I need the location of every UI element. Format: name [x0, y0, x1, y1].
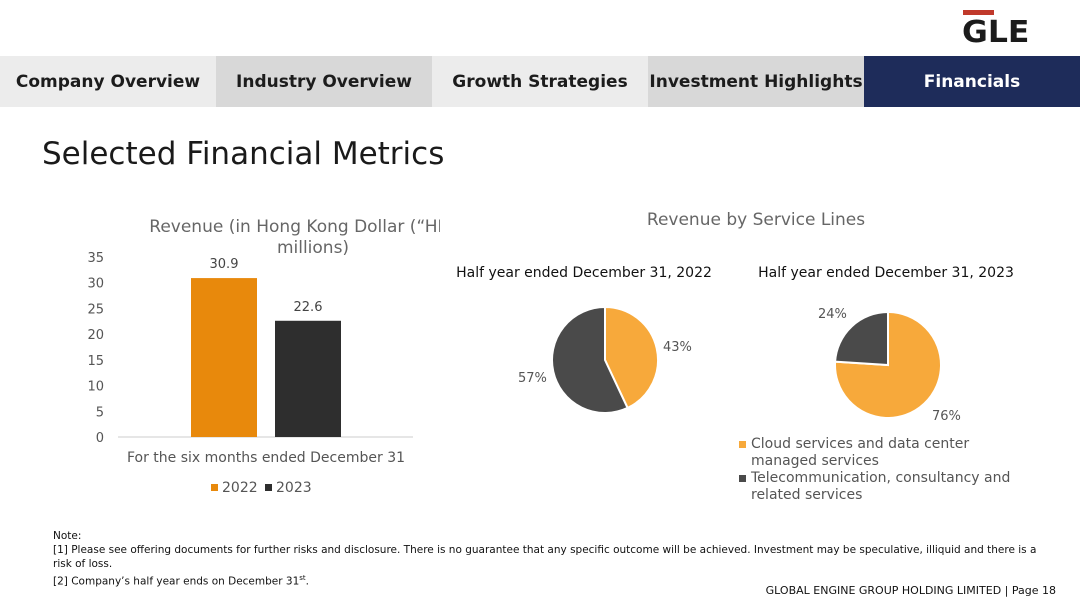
tab-investment-highlights[interactable]: Investment Highlights [648, 56, 864, 107]
pie-2023-title: Half year ended December 31, 2023 [758, 265, 1014, 281]
y-tick-label: 20 [87, 328, 104, 343]
pie-legend-label-cloud-line-2: managed services [751, 453, 879, 469]
y-tick-label: 15 [87, 354, 104, 369]
pie-2022-label-telecom: 57% [518, 371, 547, 386]
bar-2023 [275, 320, 341, 437]
pie-legend-label-telecom-line-1: Telecommunication, consultancy and [751, 470, 1011, 486]
footnote-line-2-text: [2] Company’s half year ends on December… [53, 575, 300, 588]
tab-company-overview[interactable]: Company Overview [0, 56, 216, 107]
footnote-superscript: st [299, 574, 306, 582]
y-tick-label: 0 [96, 431, 104, 446]
bar-chart-title-line-2: millions) [277, 238, 349, 258]
bar-value-label-2023: 22.6 [294, 300, 323, 315]
y-tick-label: 30 [87, 277, 104, 292]
pie-legend-item-telecom: Telecommunication, consultancy and relat… [737, 470, 1037, 504]
pie-legend-label-cloud-line-1: Cloud services and data center [751, 436, 970, 452]
page-footer: GLOBAL ENGINE GROUP HOLDING LIMITED | Pa… [765, 584, 1056, 597]
tab-industry-overview[interactable]: Industry Overview [216, 56, 432, 107]
y-tick-label: 25 [87, 302, 104, 317]
bar-chart-title-line-1: Revenue (in Hong Kong Dollar (“HKD”) [149, 217, 440, 237]
footnote: Note: [1] Please see offering documents … [53, 529, 1043, 589]
pie-2023-label-telecom: 24% [818, 307, 847, 322]
y-tick-label: 35 [87, 251, 104, 266]
bar-2022 [191, 278, 257, 437]
bar-value-label-2022: 30.9 [210, 257, 239, 272]
footnote-line-2: [2] Company’s half year ends on December… [53, 571, 1043, 589]
pie-legend-label-telecom-line-2: related services [751, 487, 863, 503]
company-logo: GLE [962, 10, 1042, 50]
logo-accent-bar [963, 10, 994, 15]
pie-legend-swatch-cloud [739, 441, 746, 448]
pie-2022-slice-1 [551, 305, 629, 414]
footnote-line-1: [1] Please see offering documents for fu… [53, 544, 1037, 570]
pie-legend: Cloud services and data center managed s… [737, 436, 1037, 504]
pie-legend-item-cloud: Cloud services and data center managed s… [737, 436, 1037, 470]
footnote-heading: Note: [53, 530, 82, 542]
pie-2022-label-cloud: 43% [663, 340, 692, 355]
legend-swatch-2023 [265, 484, 272, 491]
pie-2022-title: Half year ended December 31, 2022 [456, 265, 712, 281]
revenue-bar-chart: Revenue (in Hong Kong Dollar (“HKD”) mil… [87, 217, 440, 496]
section-nav: Company Overview Industry Overview Growt… [0, 56, 1080, 107]
tab-growth-strategies[interactable]: Growth Strategies [432, 56, 648, 107]
footnote-line-2-suffix: . [305, 575, 310, 588]
legend-label-2023: 2023 [276, 480, 312, 496]
pie-2023-label-cloud: 76% [932, 409, 961, 424]
pie-legend-swatch-telecom [739, 475, 746, 482]
y-tick-label: 5 [96, 405, 104, 420]
legend-swatch-2022 [211, 484, 218, 491]
pie-2022-slice-0 [604, 305, 659, 410]
tab-financials[interactable]: Financials [864, 56, 1080, 107]
x-axis-label: For the six months ended December 31 [127, 450, 405, 466]
legend-label-2022: 2022 [222, 480, 258, 496]
pie-group-title: Revenue by Service Lines [647, 210, 865, 230]
service-lines-pie-charts: Revenue by Service Lines Half year ended… [456, 210, 1014, 424]
page-title: Selected Financial Metrics [42, 136, 445, 172]
y-tick-label: 10 [87, 380, 104, 395]
pie-2023-slice-1 [834, 310, 889, 367]
logo-text: GLE [962, 15, 1030, 50]
